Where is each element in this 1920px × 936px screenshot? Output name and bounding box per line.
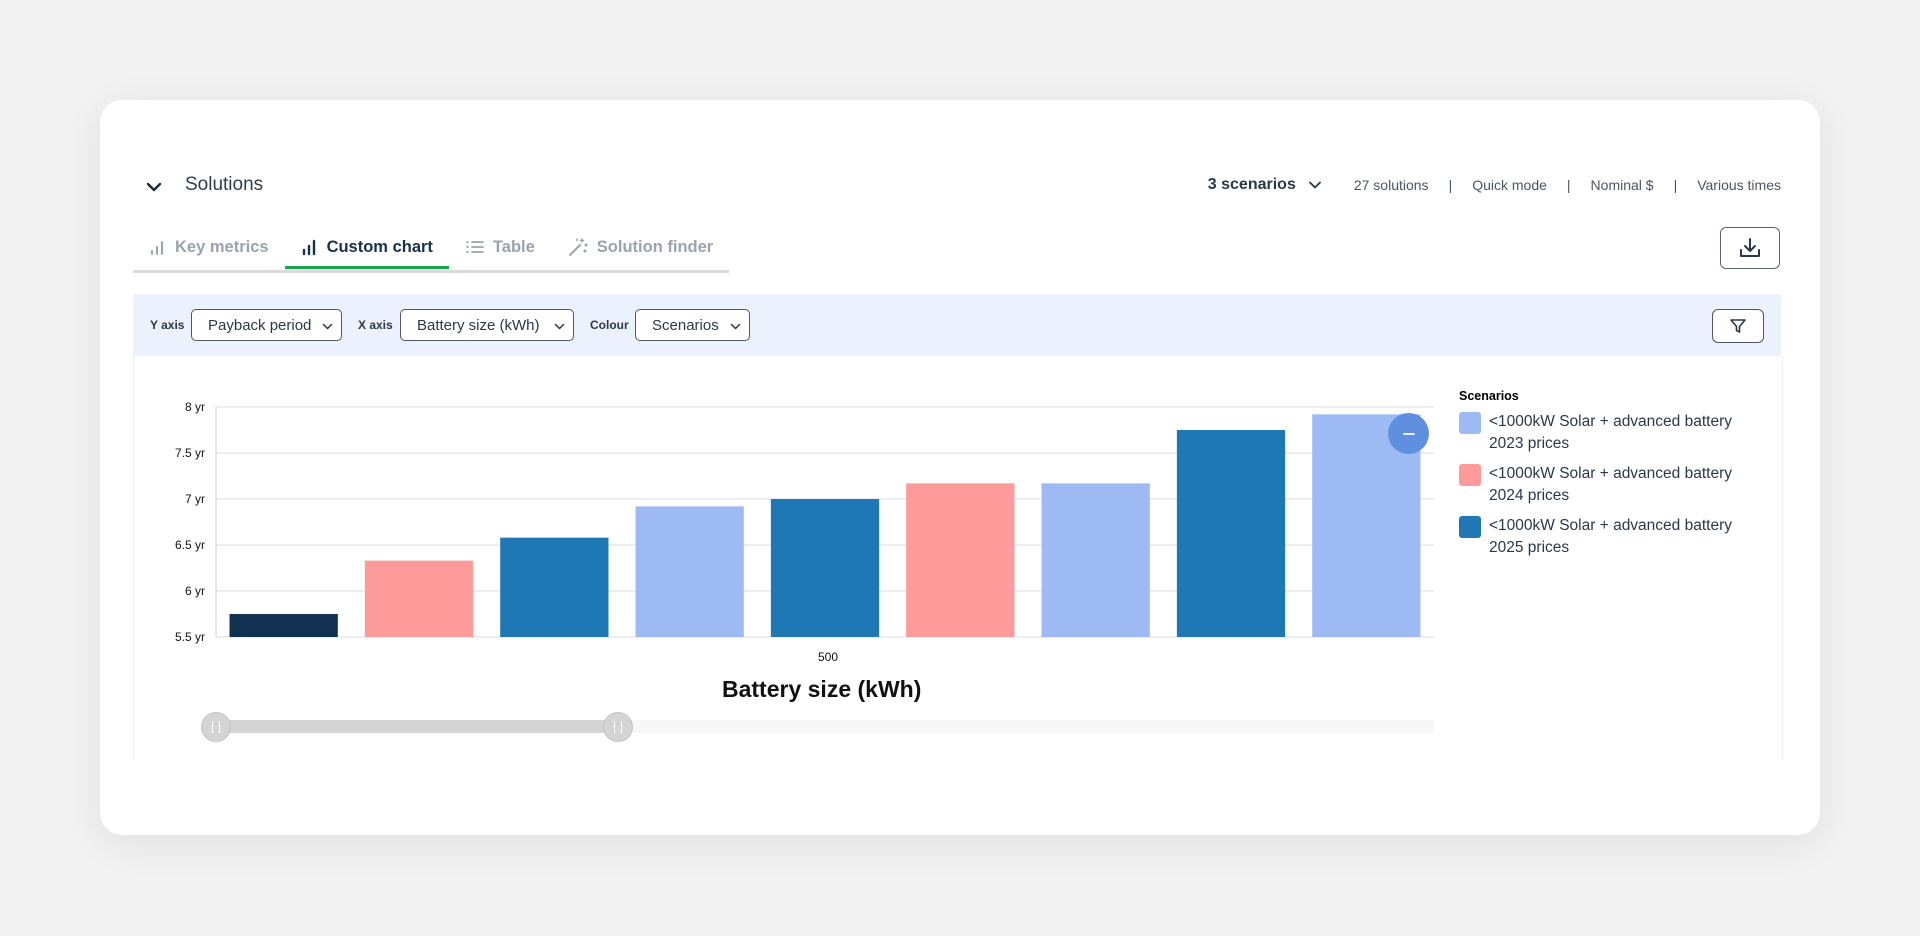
filter-icon [1730,319,1746,333]
legend-label: <1000kW Solar + advanced battery 2023 pr… [1489,413,1732,452]
bar[interactable] [906,483,1015,637]
bar[interactable] [635,506,744,637]
legend-label: <1000kW Solar + advanced battery 2025 pr… [1489,517,1732,556]
divider: | [1448,177,1453,193]
filter-button[interactable] [1712,309,1764,343]
y-tick-label: 6 yr [185,584,205,598]
section-title: Solutions [185,174,264,195]
range-slider-selection [216,720,618,733]
legend-swatch [1459,464,1481,486]
legend-title: Scenarios [1459,389,1519,403]
x-axis-label: X axis [358,318,393,332]
tab-label: Custom chart [326,237,433,256]
chevron-down-icon [554,323,565,330]
solutions-header: Solutions 3 scenarios 27 solutions | Qui… [133,166,1781,208]
zoom-out-button[interactable] [1388,413,1429,454]
y-tick-label: 6.5 yr [175,538,205,552]
scenarios-label: 3 scenarios [1207,176,1296,193]
list-icon [465,238,485,256]
scenarios-dropdown[interactable]: 3 scenarios [1208,176,1322,194]
time-label: Various times [1697,177,1781,193]
chevron-down-icon [730,323,741,330]
x-axis-value: Battery size (kWh) [417,316,540,334]
y-axis-select[interactable]: Payback period [191,309,342,341]
legend-swatch [1459,412,1481,434]
range-slider-track[interactable] [216,720,1434,733]
y-axis-value: Payback period [208,316,312,334]
divider: | [1673,177,1678,193]
colour-select[interactable]: Scenarios [635,309,750,341]
currency-label: Nominal $ [1590,177,1654,193]
header-meta: 3 scenarios 27 solutions | Quick mode | … [1208,176,1781,194]
range-slider-start-handle[interactable] [201,712,231,742]
solutions-count: 27 solutions [1353,177,1429,193]
mode-label: Quick mode [1472,177,1547,193]
legend-item[interactable]: <1000kW Solar + advanced battery 2023 pr… [1459,411,1759,455]
legend-item[interactable]: <1000kW Solar + advanced battery 2025 pr… [1459,515,1759,559]
x-tick-label: 500 [818,650,839,664]
bar-chart: 5.5 yr 6 yr 6.5 yr 7 yr 7.5 yr 8 yr [175,400,1434,644]
tab-custom-chart[interactable]: Custom chart [284,228,450,269]
colour-label: Colour [590,318,629,332]
chart-controls: Y axis Payback period X axis Battery siz… [133,294,1781,356]
magic-wand-icon [567,237,589,257]
y-tick-label: 7.5 yr [175,446,205,460]
colour-value: Scenarios [652,316,719,334]
tab-label: Table [492,237,535,256]
tab-table[interactable]: Table [449,228,551,266]
chevron-down-icon [322,323,333,330]
bar[interactable] [1041,483,1150,637]
chevron-down-icon [1308,181,1321,189]
chart-legend: Scenarios <1000kW Solar + advanced batte… [1459,389,1759,567]
x-axis-select[interactable]: Battery size (kWh) [400,309,574,341]
bar-chart-icon [149,238,167,256]
download-button[interactable] [1720,227,1780,269]
legend-label: <1000kW Solar + advanced battery 2024 pr… [1489,465,1732,504]
legend-swatch [1459,516,1481,538]
y-axis-label: Y axis [150,318,185,332]
tab-label: Key metrics [175,237,269,256]
legend-item[interactable]: <1000kW Solar + advanced battery 2024 pr… [1459,463,1759,507]
x-axis-title: Battery size (kWh) [722,676,922,702]
y-tick-label: 8 yr [185,400,205,414]
y-tick-label: 7 yr [185,492,205,506]
divider: | [1566,177,1571,193]
collapse-chevron-icon[interactable] [145,178,163,196]
bar[interactable] [500,537,609,637]
minus-icon [1402,432,1415,435]
bar-chart-icon [301,238,319,256]
download-icon [1740,238,1760,257]
bar[interactable] [229,614,338,637]
range-slider-end-handle[interactable] [602,712,633,742]
chart-tabs: Key metrics Custom chart Table Solution … [133,228,730,273]
bar[interactable] [1176,430,1286,637]
bar[interactable] [364,560,474,637]
tab-solution-finder[interactable]: Solution finder [551,228,729,266]
tab-label: Solution finder [596,237,714,256]
tab-key-metrics[interactable]: Key metrics [133,228,285,266]
bar[interactable] [770,499,880,637]
y-tick-label: 5.5 yr [175,630,205,644]
